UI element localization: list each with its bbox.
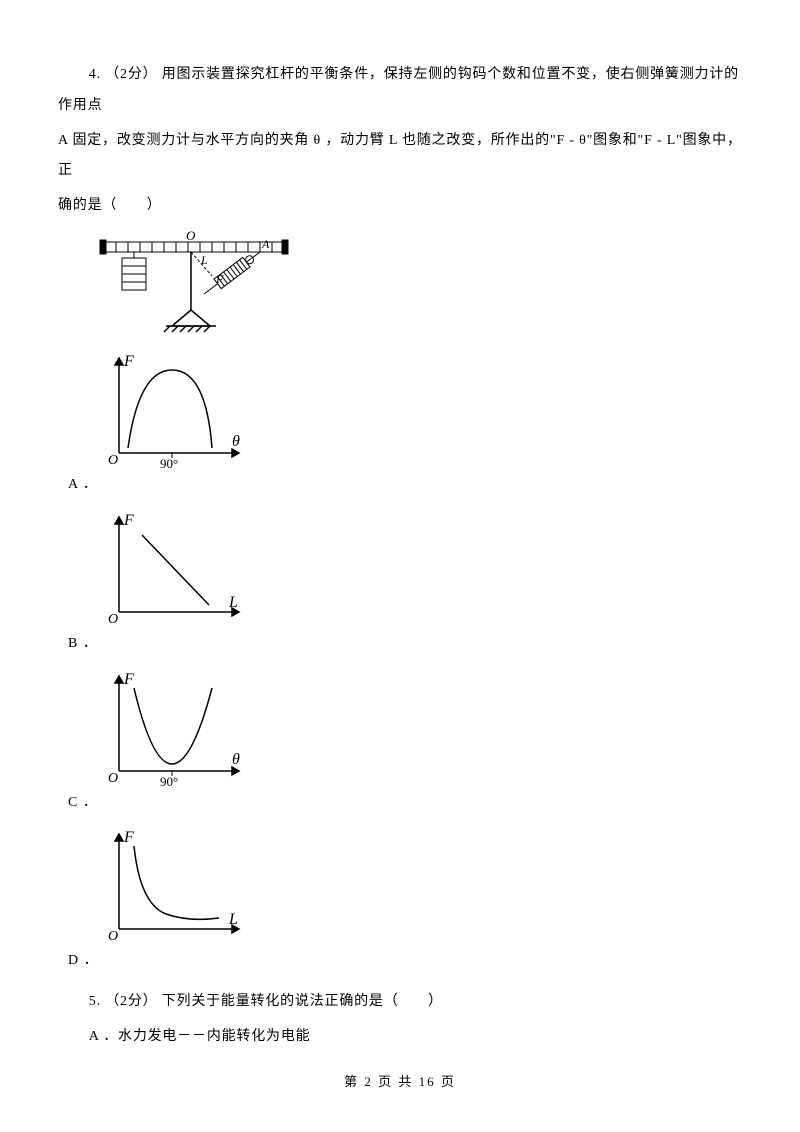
q4-option-B-chart: F L O (94, 507, 742, 627)
page-footer: 第 2 页 共 16 页 (0, 1071, 800, 1090)
label-A: A (261, 237, 270, 251)
optC-xlabel: θ (232, 751, 240, 768)
q4-text-a: 用图示装置探究杠杆的平衡条件，保持左侧的钩码个数和位置不变，使右侧弹簧测力计的作… (58, 67, 739, 113)
q4-option-A-label: A ． (68, 470, 742, 501)
optD-xlabel: L (228, 911, 238, 928)
svg-text:O: O (108, 929, 118, 944)
optD-ylabel: F (123, 829, 134, 846)
q4-apparatus-diagram: O L (94, 228, 742, 338)
optA-ylabel: F (123, 353, 134, 370)
svg-text:O: O (108, 612, 118, 627)
q4-option-C-label: C ． (68, 788, 742, 819)
q4-option-B-label: B ． (68, 629, 742, 660)
label-F: F (215, 272, 224, 286)
q5-number: 5. (89, 994, 101, 1009)
q4-option-D-label: D ． (68, 946, 742, 977)
optB-xlabel: L (228, 594, 238, 611)
q5-stem: 5. （2分） 下列关于能量转化的说法正确的是（ ） (58, 987, 742, 1018)
svg-text:O: O (108, 453, 118, 468)
q4-option-A-chart: F θ O 90° (94, 348, 742, 468)
optB-ylabel: F (123, 512, 134, 529)
q4-number: 4. (89, 67, 101, 82)
q4-stem-line2: A 固定，改变测力计与水平方向的夹角 θ ，动力臂 L 也随之改变，所作出的"F… (58, 126, 742, 188)
label-O: O (186, 228, 196, 243)
optA-xtick: 90° (160, 456, 178, 468)
optA-xlabel: θ (232, 433, 240, 450)
q4-option-C-chart: F θ O 90° (94, 666, 742, 786)
optC-xtick: 90° (160, 774, 178, 786)
q5-points: （2分） (105, 994, 157, 1009)
optC-ylabel: F (123, 671, 134, 688)
q4-stem-line1: 4. （2分） 用图示装置探究杠杆的平衡条件，保持左侧的钩码个数和位置不变，使右… (58, 60, 742, 122)
q4-points: （2分） (105, 67, 157, 82)
q5-text: 下列关于能量转化的说法正确的是（ ） (162, 994, 443, 1009)
q4-stem-line3: 确的是（ ） (58, 191, 742, 222)
label-L: L (200, 253, 208, 267)
q5-option-A: A ．水力发电－－内能转化为电能 (58, 1022, 742, 1053)
q4-option-D-chart: F L O (94, 824, 742, 944)
svg-text:O: O (108, 771, 118, 786)
